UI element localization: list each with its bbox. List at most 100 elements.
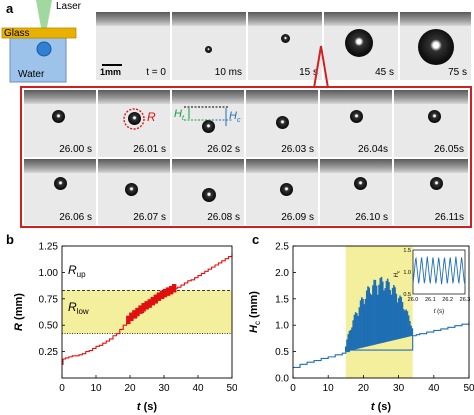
bubble bbox=[36, 41, 52, 57]
x-ticks: 0 10 20 30 40 50 bbox=[59, 375, 237, 394]
y-tick-label: 1.5 bbox=[275, 294, 289, 305]
inset-x-tick-label: 26.3 bbox=[460, 297, 471, 303]
x-axis-label: t (s) bbox=[137, 401, 158, 413]
x-tick-label: 10 bbox=[90, 383, 102, 394]
time-label: 26.03 s bbox=[281, 144, 314, 155]
frame-r2-4: 26.10 s bbox=[319, 158, 393, 226]
oscillation-fill bbox=[345, 276, 414, 352]
frame-top-0: 1mm t = 0 bbox=[95, 11, 171, 81]
x-tick-label: 50 bbox=[463, 383, 474, 394]
oscillation-marker bbox=[153, 294, 159, 304]
glass-slab bbox=[1, 27, 77, 39]
height-series-line bbox=[293, 322, 470, 368]
inset-x-tick-label: 26.2 bbox=[442, 297, 453, 303]
bubble-image bbox=[428, 110, 441, 123]
frame-r1-1: R 26.01 s bbox=[97, 89, 171, 158]
frame-r1-0: 26.00 s bbox=[23, 89, 97, 158]
x-tick-label: 30 bbox=[393, 383, 405, 394]
oscillation-marker bbox=[147, 299, 152, 308]
inset-x-tick-label: 26.1 bbox=[425, 297, 436, 303]
bubble-image bbox=[345, 29, 373, 57]
x-tick-label: 20 bbox=[124, 383, 136, 394]
bubble-image bbox=[202, 188, 216, 202]
bubble-image bbox=[52, 110, 65, 123]
bubble-image bbox=[202, 120, 215, 133]
inset-y-label: Hc bbox=[394, 270, 401, 277]
inset-y-ticks: 0.5 1.0 1.5 bbox=[403, 248, 411, 298]
time-label: 26.00 s bbox=[59, 144, 92, 155]
oscillation-marker bbox=[129, 312, 134, 321]
time-label: 26.01 s bbox=[133, 144, 166, 155]
y-tick-label: 0.75 bbox=[39, 294, 59, 305]
radius-annotation bbox=[123, 108, 145, 130]
frame-r1-4: 26.04s bbox=[319, 89, 393, 158]
time-label: 26.04s bbox=[357, 144, 388, 155]
frame-r2-1: 26.07 s bbox=[97, 158, 171, 226]
time-label: 45 s bbox=[375, 67, 394, 78]
y-ticks: 0.0 0.5 1.0 1.5 2.0 2.5 bbox=[275, 242, 296, 385]
y-axis-label: R (mm) bbox=[13, 293, 25, 331]
frame-r2-5: 26.11s bbox=[393, 158, 469, 226]
y-tick-label: 0.25 bbox=[39, 347, 59, 358]
oscillation-marker bbox=[156, 292, 162, 301]
y-tick-label: 0.0 bbox=[275, 374, 289, 385]
bubble-image bbox=[430, 177, 443, 190]
x-tick-label: 0 bbox=[290, 383, 296, 394]
laser-label: Laser bbox=[56, 1, 82, 12]
zoom-arrow bbox=[313, 45, 329, 89]
x-tick-label: 40 bbox=[192, 383, 204, 394]
inset-series-line bbox=[412, 256, 466, 285]
frame-r2-2: 26.08 s bbox=[171, 158, 245, 226]
bubble-image bbox=[276, 116, 289, 129]
bubble-image bbox=[280, 183, 293, 196]
y-tick-label: 2.0 bbox=[275, 268, 289, 279]
inset-y-tick-label: 1.0 bbox=[403, 270, 411, 276]
frame-r2-0: 26.06 s bbox=[23, 158, 97, 226]
glass-label: Glass bbox=[4, 28, 30, 39]
oscillation-marker bbox=[159, 290, 165, 300]
radius-series-line bbox=[62, 253, 233, 365]
r-low-label: Rlow bbox=[68, 300, 89, 316]
radius-label: R bbox=[147, 110, 156, 124]
bubble-image bbox=[418, 29, 454, 65]
x-tick-label: 20 bbox=[358, 383, 370, 394]
frame-r1-3: 26.03 s bbox=[245, 89, 319, 158]
water-label: Water bbox=[18, 69, 45, 80]
plot-frame bbox=[292, 245, 470, 379]
bubble-image bbox=[281, 34, 290, 43]
bubble-image bbox=[354, 177, 367, 190]
y-axis-label: Hc (mm) bbox=[248, 291, 262, 333]
y-tick-label: 1.25 bbox=[39, 242, 59, 253]
y-ticks: 0.25 0.50 0.75 1.00 1.25 bbox=[39, 242, 65, 358]
height-chart: 0 10 20 30 40 50 0.0 0.5 1.0 1.5 2.0 2.5 t (s) Hc … bbox=[248, 242, 474, 414]
oscillation-marker bbox=[150, 296, 155, 306]
bubble-image bbox=[125, 183, 138, 196]
frame-top-2: 15 s bbox=[247, 11, 323, 81]
frame-top-3: 45 s bbox=[323, 11, 399, 81]
frame-top-1: 10 ms bbox=[171, 11, 247, 81]
radius-chart: 0 10 20 30 40 50 0.25 0.50 0.75 1.00 1.25 Rup Rlo… bbox=[13, 242, 237, 414]
time-label: t = 0 bbox=[146, 67, 166, 78]
bubble-image bbox=[205, 46, 212, 53]
bubble-image bbox=[350, 110, 363, 123]
oscillation-marker bbox=[138, 305, 143, 314]
oscillation-marker bbox=[126, 315, 131, 325]
stability-band bbox=[62, 290, 232, 334]
x-tick-label: 30 bbox=[158, 383, 170, 394]
x-tick-label: 50 bbox=[226, 383, 237, 394]
frame-r2-3: 26.09 s bbox=[245, 158, 319, 226]
inset-x-tick-label: 26.0 bbox=[408, 297, 419, 303]
oscillation-marker bbox=[144, 301, 149, 310]
y-tick-label: 1.0 bbox=[275, 321, 289, 332]
inset-x-ticks: 26.0 26.1 26.2 26.3 bbox=[408, 297, 471, 303]
frame-r1-5: 26.05s bbox=[393, 89, 469, 158]
oscillation-marker bbox=[132, 310, 137, 319]
time-label: 26.10 s bbox=[355, 212, 388, 223]
plot-frame bbox=[61, 245, 233, 379]
frame-top-4: 75 s bbox=[399, 11, 472, 81]
time-label: 26.07 s bbox=[133, 212, 166, 223]
panel-label-a: a bbox=[6, 1, 14, 16]
inset-chart: 26.0 26.1 26.2 26.3 0.5 1.0 1.5 t (s) Hc bbox=[394, 248, 470, 315]
y-tick-label: 2.5 bbox=[275, 242, 289, 253]
hc-label: Hc bbox=[229, 110, 241, 125]
